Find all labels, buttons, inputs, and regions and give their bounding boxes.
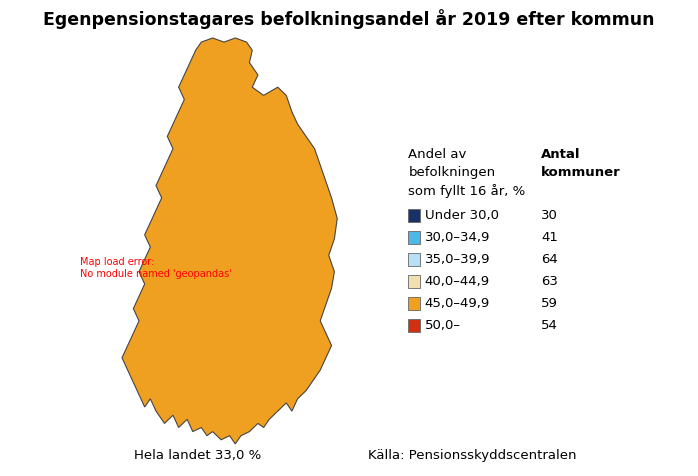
Bar [408,298,420,310]
Bar [408,276,420,288]
Text: 59: 59 [542,297,558,309]
Text: 45,0–49,9: 45,0–49,9 [424,297,490,309]
Text: 64: 64 [542,252,558,266]
Text: Andel av
befolkningen
som fyllt 16 år, %: Andel av befolkningen som fyllt 16 år, % [408,148,526,198]
Text: 30,0–34,9: 30,0–34,9 [424,230,490,244]
Text: Map load error:
No module named 'geopandas': Map load error: No module named 'geopand… [80,257,232,278]
Bar [408,209,420,223]
Text: Källa: Pensionsskyddscentralen: Källa: Pensionsskyddscentralen [368,448,577,461]
Text: 35,0–39,9: 35,0–39,9 [424,252,490,266]
Text: 30: 30 [542,208,558,221]
Text: 41: 41 [542,230,558,244]
Polygon shape [122,39,337,444]
Text: 63: 63 [542,275,558,288]
Text: 40,0–44,9: 40,0–44,9 [424,275,489,288]
Text: 50,0–: 50,0– [424,318,461,331]
Bar [408,231,420,245]
Text: Egenpensionstagares befolkningsandel år 2019 efter kommun: Egenpensionstagares befolkningsandel år … [43,9,655,29]
Text: Under 30,0: Under 30,0 [424,208,498,221]
Text: Antal
kommuner: Antal kommuner [542,148,621,178]
Bar [408,253,420,267]
Text: Hela landet 33,0 %: Hela landet 33,0 % [134,448,262,461]
Bar [408,319,420,332]
Text: 54: 54 [542,318,558,331]
